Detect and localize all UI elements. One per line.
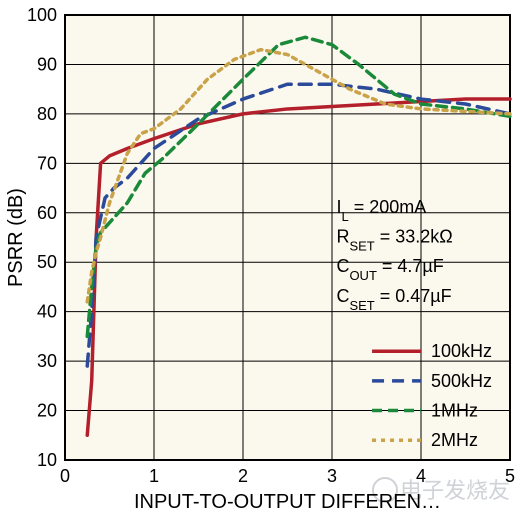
chart-svg: 电子发烧友012345102030405060708090100INPUT-TO… bbox=[0, 0, 529, 524]
y-tick-label: 40 bbox=[37, 302, 57, 322]
psrr-chart: 电子发烧友012345102030405060708090100INPUT-TO… bbox=[0, 0, 529, 524]
x-tick-label: 1 bbox=[149, 466, 159, 486]
y-tick-label: 100 bbox=[27, 5, 57, 25]
x-tick-label: 2 bbox=[238, 466, 248, 486]
x-tick-label: 3 bbox=[327, 466, 337, 486]
y-tick-label: 90 bbox=[37, 54, 57, 74]
legend-label: 500kHz bbox=[431, 371, 492, 391]
legend-label: 100kHz bbox=[431, 341, 492, 361]
y-tick-label: 70 bbox=[37, 153, 57, 173]
y-tick-label: 30 bbox=[37, 351, 57, 371]
y-axis-label: PSRR (dB) bbox=[5, 188, 27, 287]
legend-label: 2MHz bbox=[431, 430, 478, 450]
x-tick-label: 5 bbox=[505, 466, 515, 486]
x-axis-label: INPUT-TO-OUTPUT DIFFEREN… bbox=[134, 491, 441, 513]
x-tick-label: 0 bbox=[60, 466, 70, 486]
y-tick-label: 10 bbox=[37, 450, 57, 470]
legend-label: 1MHz bbox=[431, 401, 478, 421]
y-tick-label: 20 bbox=[37, 401, 57, 421]
y-tick-label: 50 bbox=[37, 252, 57, 272]
x-tick-label: 4 bbox=[416, 466, 426, 486]
y-tick-label: 60 bbox=[37, 203, 57, 223]
y-tick-label: 80 bbox=[37, 104, 57, 124]
